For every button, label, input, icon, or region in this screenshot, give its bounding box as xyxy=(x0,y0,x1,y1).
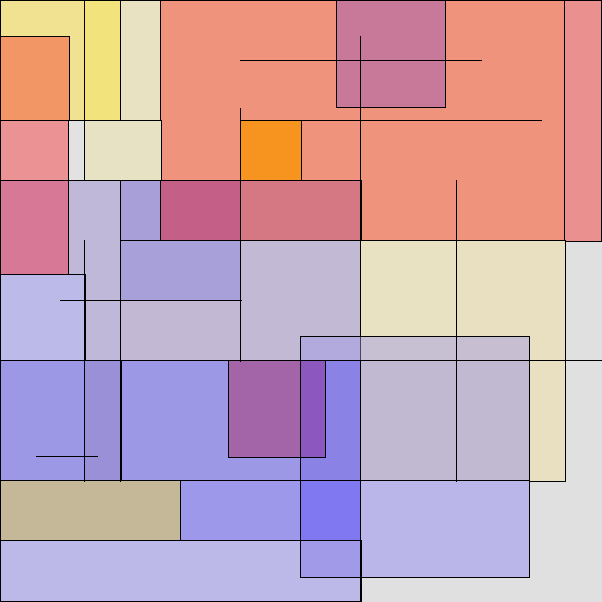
block-periwinkle-b xyxy=(120,240,242,302)
block-cream-mid xyxy=(84,120,162,182)
line-v-b xyxy=(456,180,457,482)
line-h-mid xyxy=(0,360,602,361)
block-mauve-top xyxy=(336,0,446,108)
block-orange-topleft xyxy=(0,36,70,122)
block-magenta xyxy=(160,180,242,242)
block-periwinkle-col xyxy=(84,360,122,482)
line-v-e xyxy=(240,240,241,362)
block-lilac-right-2 xyxy=(360,360,530,482)
line-h-a xyxy=(300,120,542,121)
block-orange-small xyxy=(240,120,302,182)
block-rose xyxy=(240,180,362,242)
block-cream-top xyxy=(120,0,162,122)
block-blue-bright xyxy=(300,480,362,542)
line-v-c xyxy=(120,240,121,482)
line-v-f xyxy=(360,360,361,602)
block-periwinkle-d xyxy=(300,540,362,578)
block-tan xyxy=(0,480,182,542)
block-pink-left xyxy=(0,120,70,182)
block-cream-right xyxy=(360,240,458,362)
line-v-d xyxy=(84,240,85,482)
line-h-top xyxy=(240,60,482,61)
block-lavender-a xyxy=(120,180,162,242)
block-lavender-left xyxy=(0,274,86,362)
block-yellow-bright xyxy=(84,0,122,122)
line-v-a xyxy=(240,108,241,242)
block-periwinkle-c xyxy=(180,480,302,542)
block-mauve-left xyxy=(0,180,70,276)
block-pink-right xyxy=(564,0,602,242)
block-violet-strip xyxy=(300,360,326,458)
block-lilac-b xyxy=(120,300,242,362)
line-h-short xyxy=(36,456,98,457)
block-lavender-c xyxy=(360,480,530,578)
line-h-b xyxy=(60,300,242,301)
line-v-top xyxy=(360,36,361,242)
